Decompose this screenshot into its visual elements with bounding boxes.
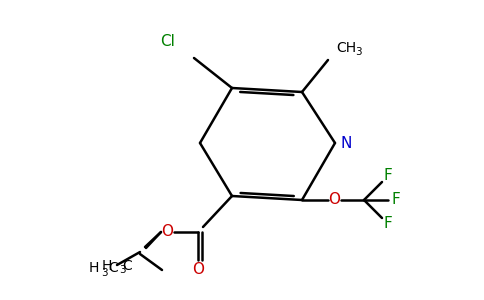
Text: N: N <box>341 136 352 151</box>
Text: 3: 3 <box>101 268 107 278</box>
Text: F: F <box>384 217 393 232</box>
Text: O: O <box>328 193 340 208</box>
Text: 3: 3 <box>355 47 362 57</box>
Text: H: H <box>89 261 99 275</box>
Text: F: F <box>384 169 393 184</box>
Text: 3: 3 <box>120 265 126 275</box>
Text: CH: CH <box>336 41 356 55</box>
Text: F: F <box>392 193 400 208</box>
Text: O: O <box>192 262 204 278</box>
Text: Cl: Cl <box>161 34 175 50</box>
Text: C: C <box>108 261 118 275</box>
Text: H: H <box>102 259 112 273</box>
Text: O: O <box>161 224 173 239</box>
Text: C: C <box>122 259 132 273</box>
